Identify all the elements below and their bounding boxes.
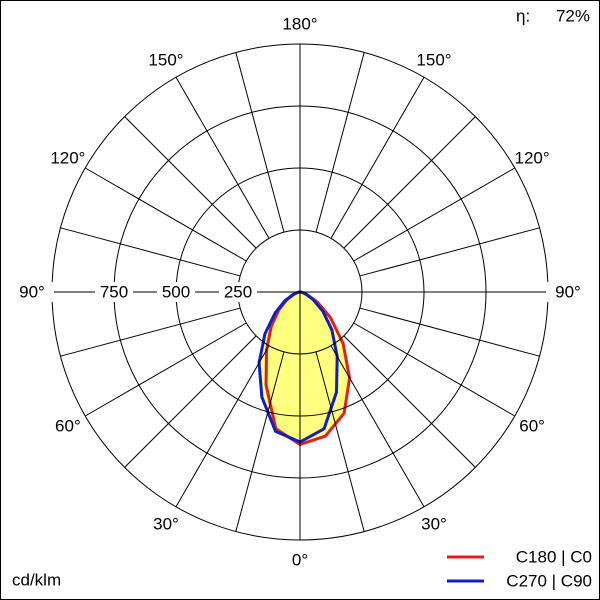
spoke (353, 322, 516, 417)
spoke (330, 76, 425, 239)
r-tick-label: 750 (100, 282, 128, 301)
angle-label: 60° (55, 416, 81, 435)
spoke (353, 167, 516, 262)
spoke (359, 307, 540, 357)
label-bg (219, 282, 257, 302)
angle-label: 0° (292, 550, 308, 569)
unit: cd/klm (12, 570, 61, 589)
area (259, 292, 338, 443)
spoke (84, 167, 247, 262)
legend-label: C270 | C90 (506, 571, 592, 590)
spoke (235, 351, 285, 532)
label-bg (95, 282, 133, 302)
spoke (124, 335, 257, 468)
efficiency-label: η: (516, 6, 530, 25)
label-bg (546, 282, 590, 302)
spoke (124, 116, 257, 249)
r-tick-label: 250 (224, 282, 252, 301)
r-tick-label: 500 (162, 282, 190, 301)
curves (257, 290, 352, 447)
labels: 250 500 750 0° 30° 30° 60° 60° 90° 90° 120° 120° 150… (10, 14, 590, 569)
spoke (343, 116, 476, 249)
angle-label: 30° (421, 515, 447, 534)
angle-label: 180° (282, 14, 317, 33)
angle-label: 150° (148, 50, 183, 69)
spoke (175, 345, 270, 508)
efficiency: 72% (556, 6, 590, 25)
spoke (359, 227, 540, 277)
angle-label: 60° (519, 416, 545, 435)
label-bg (157, 282, 195, 302)
angle-label: 90° (555, 282, 581, 301)
spoke (330, 345, 425, 508)
angle-label: 150° (416, 50, 451, 69)
spoke (175, 76, 270, 239)
legend-label: C180 | C0 (516, 547, 592, 566)
angle-label: 120° (50, 148, 85, 167)
angle-label: 30° (153, 515, 179, 534)
spoke (60, 307, 241, 357)
spoke (235, 52, 285, 233)
spoke (84, 322, 247, 417)
angle-label: 90° (19, 282, 45, 301)
label-bg (10, 282, 54, 302)
spoke (315, 351, 365, 532)
spoke (60, 227, 241, 277)
angle-label: 120° (515, 148, 550, 167)
spoke (343, 335, 476, 468)
spoke (315, 52, 365, 233)
